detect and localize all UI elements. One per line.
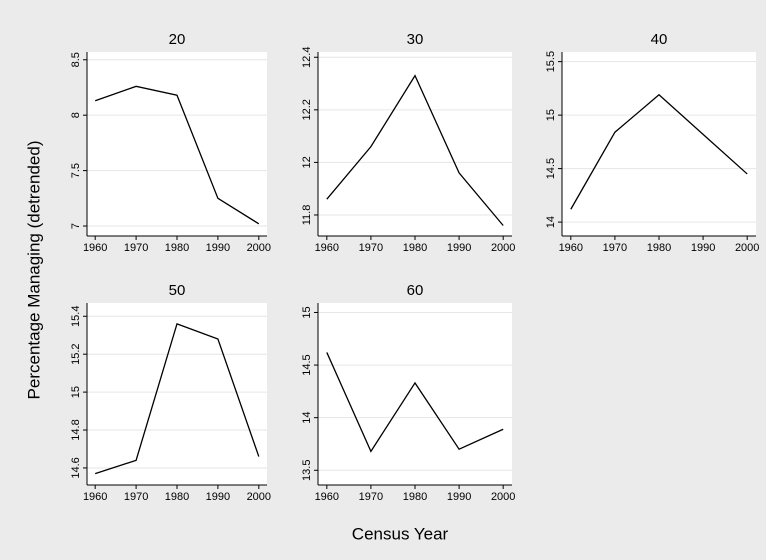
x-tick-label: 1960 — [315, 491, 339, 503]
x-tick-label: 1990 — [206, 491, 230, 503]
y-tick-label: 15.4 — [70, 306, 82, 327]
x-tick-label: 1960 — [559, 242, 583, 254]
x-tick-label: 2000 — [491, 242, 515, 254]
x-tick-label: 1970 — [359, 491, 383, 503]
y-tick-label: 14.5 — [545, 158, 557, 179]
y-tick-label: 14.6 — [70, 457, 82, 478]
plot-area — [87, 52, 267, 236]
panel-title: 40 — [651, 31, 668, 48]
x-axis-label: Census Year — [352, 524, 449, 543]
plot-area — [318, 52, 512, 236]
data-line — [94, 323, 260, 475]
x-tick-label: 1970 — [124, 242, 148, 254]
y-tick-label: 14.5 — [301, 354, 313, 375]
y-tick-label: 8 — [70, 112, 82, 118]
panel-title: 60 — [407, 282, 424, 299]
data-line — [326, 74, 504, 226]
y-tick-label: 12 — [301, 156, 313, 168]
y-tick-label: 15 — [301, 306, 313, 318]
x-tick-label: 1990 — [447, 242, 471, 254]
x-tick-label: 1990 — [691, 242, 715, 254]
y-tick-label: 12.2 — [301, 99, 313, 120]
y-tick-label: 12.4 — [301, 47, 313, 68]
x-tick-label: 2000 — [735, 242, 759, 254]
x-tick-label: 2000 — [247, 242, 271, 254]
y-tick-label: 15 — [545, 109, 557, 121]
x-tick-label: 2000 — [247, 491, 271, 503]
y-tick-label: 8.5 — [70, 52, 82, 67]
y-tick-label: 15.2 — [70, 343, 82, 364]
plot-area — [87, 303, 267, 485]
x-tick-label: 1980 — [165, 491, 189, 503]
panel-title: 20 — [169, 31, 186, 48]
x-tick-label: 1980 — [165, 242, 189, 254]
y-tick-label: 7.5 — [70, 163, 82, 178]
plot-area — [318, 303, 512, 485]
y-tick-label: 7 — [70, 223, 82, 229]
x-tick-label: 1970 — [603, 242, 627, 254]
x-tick-label: 1960 — [83, 491, 107, 503]
y-tick-label: 15.5 — [545, 51, 557, 72]
y-tick-label: 13.5 — [301, 460, 313, 481]
x-tick-label: 1960 — [83, 242, 107, 254]
plot-area — [562, 52, 756, 236]
y-tick-label: 14.8 — [70, 419, 82, 440]
y-tick-label: 14 — [545, 216, 557, 228]
x-tick-label: 1970 — [124, 491, 148, 503]
data-line — [570, 93, 748, 210]
x-tick-label: 1980 — [403, 242, 427, 254]
y-axis-label: Percentage Managing (detrended) — [24, 141, 43, 400]
panel-title: 50 — [169, 282, 186, 299]
x-tick-label: 1990 — [206, 242, 230, 254]
x-tick-label: 1970 — [359, 242, 383, 254]
x-tick-label: 1980 — [647, 242, 671, 254]
panel-title: 30 — [407, 31, 424, 48]
x-tick-label: 1990 — [447, 491, 471, 503]
y-tick-label: 11.8 — [301, 205, 313, 226]
y-tick-label: 15 — [70, 386, 82, 398]
data-line — [94, 85, 260, 225]
x-tick-label: 1960 — [315, 242, 339, 254]
data-line — [326, 352, 504, 453]
y-tick-label: 14 — [301, 412, 313, 424]
x-tick-label: 2000 — [491, 491, 515, 503]
x-tick-label: 1980 — [403, 491, 427, 503]
